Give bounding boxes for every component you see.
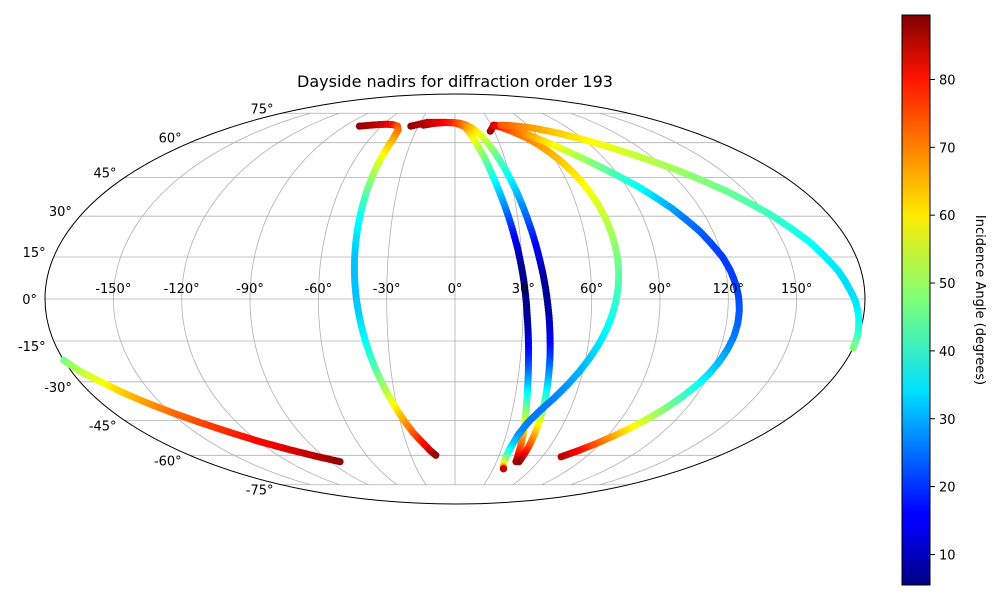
colorbar-tick-label: 40	[939, 345, 956, 360]
x-tick-label: 30°	[512, 282, 535, 297]
x-tick-label: -150°	[95, 282, 131, 297]
x-tick-label: 90°	[648, 282, 671, 297]
y-tick-label: 0°	[22, 293, 37, 308]
y-tick-label: -75°	[246, 484, 274, 499]
grid-meridian	[249, 112, 369, 486]
y-tick-label: 30°	[49, 205, 72, 220]
grid-meridian	[181, 112, 340, 486]
scatter-points	[60, 118, 863, 473]
y-tick-label: 60°	[159, 132, 182, 147]
grid-meridian	[386, 113, 427, 485]
colorbar-tick-label: 80	[939, 73, 956, 88]
x-tick-label: -30°	[373, 282, 401, 297]
grid-meridian	[112, 112, 311, 486]
data-point	[849, 344, 857, 352]
x-tick-label: 150°	[781, 282, 812, 297]
y-tick-label: 15°	[23, 246, 46, 261]
chart-title: Dayside nadirs for diffraction order 193	[297, 72, 613, 91]
y-tick-label: -60°	[154, 454, 182, 469]
colorbar-tick-label: 30	[939, 413, 956, 428]
x-tick-label: 0°	[448, 282, 463, 297]
colorbar-tick-label: 20	[939, 481, 956, 496]
colorbar-tick-label: 50	[939, 277, 956, 292]
grid-meridian	[317, 112, 398, 486]
data-point	[499, 465, 508, 473]
colorbar	[901, 14, 931, 586]
y-tick-label: -15°	[18, 340, 46, 355]
x-tick-label: 60°	[580, 282, 603, 297]
grid-meridian	[541, 112, 661, 486]
data-point	[336, 458, 344, 466]
colorbar-ticks: 10 20 30 40 50 60 70 80	[930, 73, 956, 563]
data-point	[557, 453, 565, 461]
colorbar-tick-label: 10	[939, 548, 956, 563]
data-point	[515, 458, 523, 466]
colorbar-tick-label: 70	[939, 141, 956, 156]
grid-meridian	[599, 112, 798, 486]
x-tick-label: 120°	[713, 282, 744, 297]
colorbar-tick-label: 60	[939, 209, 956, 224]
y-tick-label: 45°	[94, 167, 117, 182]
y-tick-label: 75°	[250, 102, 273, 117]
x-tick-label: -60°	[304, 282, 332, 297]
data-point	[432, 451, 440, 459]
longitude-tick-labels: -150° -120° -90° -60° -30° 0° 30° 60° 90° 120° 150…	[95, 282, 812, 297]
y-tick-label: -30°	[44, 381, 72, 396]
x-tick-label: -90°	[236, 282, 264, 297]
map-boundary	[44, 93, 866, 505]
latitude-tick-labels: 75° 60° 45° 30° 15° 0° -15° -30° -45° -60° -75°	[18, 102, 274, 498]
grid-meridian	[512, 112, 593, 486]
y-tick-label: -45°	[89, 419, 117, 434]
x-tick-label: -120°	[164, 282, 200, 297]
colorbar-label: Incidence Angle (degrees)	[972, 215, 987, 385]
